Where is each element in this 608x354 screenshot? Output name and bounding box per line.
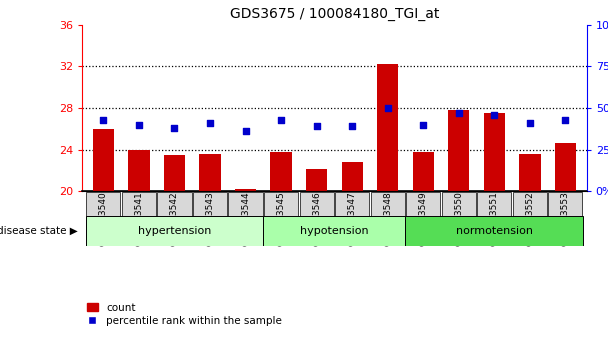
Text: hypertension: hypertension <box>138 226 211 236</box>
Point <box>170 125 179 131</box>
Bar <box>519 154 541 191</box>
Point <box>489 112 499 118</box>
Bar <box>554 143 576 191</box>
Point <box>525 120 534 126</box>
FancyBboxPatch shape <box>513 192 547 245</box>
Bar <box>93 129 114 191</box>
FancyBboxPatch shape <box>157 192 192 245</box>
Text: hypotension: hypotension <box>300 226 368 236</box>
Bar <box>128 149 150 191</box>
FancyBboxPatch shape <box>264 192 298 245</box>
Text: GSM493548: GSM493548 <box>383 191 392 246</box>
FancyBboxPatch shape <box>86 192 120 245</box>
Bar <box>271 152 292 191</box>
Point <box>347 124 357 129</box>
Point <box>383 105 393 111</box>
Bar <box>483 113 505 191</box>
Bar <box>306 169 327 191</box>
Bar <box>199 154 221 191</box>
Text: GSM493553: GSM493553 <box>561 191 570 246</box>
Text: GSM493550: GSM493550 <box>454 191 463 246</box>
Text: disease state ▶: disease state ▶ <box>0 226 78 236</box>
FancyBboxPatch shape <box>548 192 582 245</box>
FancyBboxPatch shape <box>406 192 440 245</box>
FancyBboxPatch shape <box>263 216 406 246</box>
Point <box>205 120 215 126</box>
Text: GSM493547: GSM493547 <box>348 191 357 246</box>
Text: GSM493542: GSM493542 <box>170 191 179 246</box>
Legend: count, percentile rank within the sample: count, percentile rank within the sample <box>88 303 282 326</box>
FancyBboxPatch shape <box>86 216 263 246</box>
Text: GSM493540: GSM493540 <box>99 191 108 246</box>
Point <box>418 122 428 127</box>
Text: GSM493546: GSM493546 <box>312 191 321 246</box>
FancyBboxPatch shape <box>193 192 227 245</box>
Text: normotension: normotension <box>456 226 533 236</box>
Bar <box>413 152 434 191</box>
Text: GSM493551: GSM493551 <box>490 191 499 246</box>
Bar <box>342 162 363 191</box>
FancyBboxPatch shape <box>229 192 263 245</box>
FancyBboxPatch shape <box>442 192 476 245</box>
Text: GSM493544: GSM493544 <box>241 191 250 246</box>
Text: GSM493545: GSM493545 <box>277 191 286 246</box>
Point <box>98 117 108 122</box>
Bar <box>377 64 398 191</box>
FancyBboxPatch shape <box>335 192 369 245</box>
Text: GSM493549: GSM493549 <box>419 191 428 246</box>
Point <box>276 117 286 122</box>
Text: GSM493541: GSM493541 <box>134 191 143 246</box>
FancyBboxPatch shape <box>477 192 511 245</box>
FancyBboxPatch shape <box>300 192 334 245</box>
Point <box>312 124 322 129</box>
FancyBboxPatch shape <box>122 192 156 245</box>
FancyBboxPatch shape <box>406 216 583 246</box>
Point <box>454 110 464 116</box>
Point <box>241 129 250 134</box>
FancyBboxPatch shape <box>371 192 405 245</box>
Bar <box>164 155 185 191</box>
Point <box>561 117 570 122</box>
Text: GSM493543: GSM493543 <box>206 191 215 246</box>
Bar <box>448 110 469 191</box>
Title: GDS3675 / 100084180_TGI_at: GDS3675 / 100084180_TGI_at <box>230 7 439 21</box>
Text: GSM493552: GSM493552 <box>525 191 534 246</box>
Bar <box>235 189 256 191</box>
Point <box>134 122 144 127</box>
